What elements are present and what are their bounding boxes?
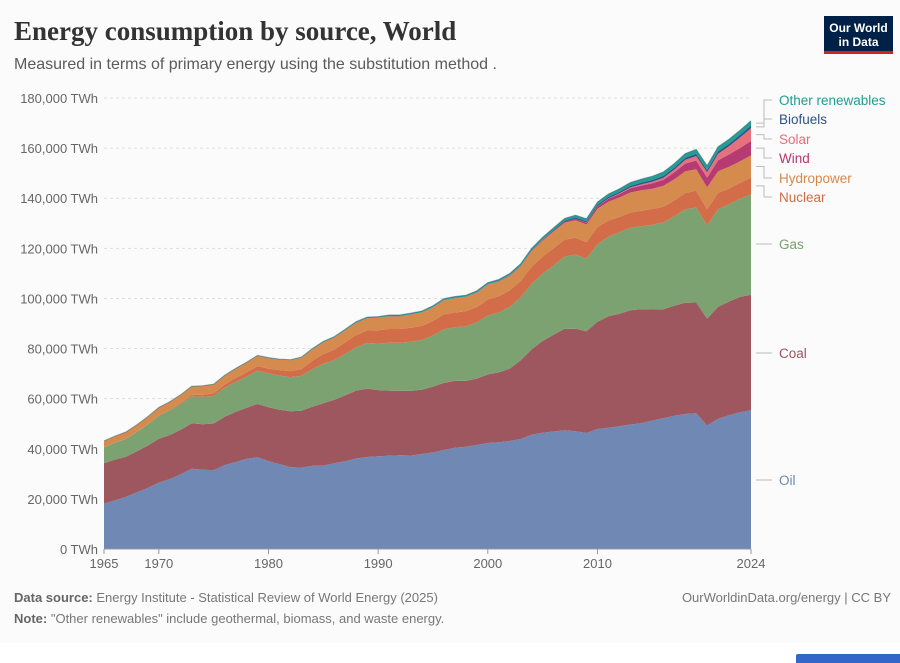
chart-title: Energy consumption by source, World xyxy=(14,16,457,46)
area-oil[interactable] xyxy=(104,410,751,549)
area-wind[interactable] xyxy=(104,140,751,442)
y-tick-label: 100,000 TWh xyxy=(20,291,98,306)
note-label: Note: xyxy=(14,611,48,626)
x-tick-label: 2010 xyxy=(583,556,612,571)
legend-label-coal[interactable]: Coal xyxy=(779,346,807,361)
series-areas xyxy=(103,120,752,549)
legend-connector-nuclear xyxy=(756,185,772,198)
data-source-text[interactable]: Energy Institute - Statistical Review of… xyxy=(96,590,438,605)
x-tick-label: 2000 xyxy=(473,556,502,571)
data-source: Data source: Energy Institute - Statisti… xyxy=(14,590,438,605)
y-tick-label: 180,000 TWh xyxy=(20,91,98,106)
logo-line-1: Our World xyxy=(829,20,888,35)
stack-outline xyxy=(103,120,752,442)
chart-subtitle: Measured in terms of primary energy usin… xyxy=(14,56,497,73)
x-tick-label: 1980 xyxy=(254,556,283,571)
note-text: "Other renewables" include geothermal, b… xyxy=(50,611,445,626)
data-source-label: Data source: xyxy=(14,590,93,605)
area-coal[interactable] xyxy=(104,294,751,504)
credit-link[interactable]: OurWorldinData.org/energy | CC BY xyxy=(681,590,891,605)
area-nuclear[interactable] xyxy=(104,177,751,448)
legend-connector-hydropower xyxy=(756,166,772,179)
area-gas[interactable] xyxy=(104,194,751,464)
page-below-chart xyxy=(0,643,900,663)
legend-label-biofuels[interactable]: Biofuels xyxy=(779,112,827,127)
legend: Oil Coal Gas Nuclear Hydropower Wind Solar Biof… xyxy=(756,93,886,488)
legend-label-hydropower[interactable]: Hydropower xyxy=(779,171,852,186)
chart-card: Energy consumption by source, World Meas… xyxy=(14,16,893,626)
chart-note: Note: "Other renewables" include geother… xyxy=(14,611,444,626)
y-tick-label: 160,000 TWh xyxy=(20,141,98,156)
y-tick-label: 140,000 TWh xyxy=(20,191,98,206)
axes: 0 TWh 20,000 TWh 40,000 TWh 60,000 TWh 80,00… xyxy=(20,91,765,571)
x-tick-label: 1970 xyxy=(144,556,173,571)
owid-logo[interactable]: Our World in Data xyxy=(824,16,893,54)
logo-line-2: in Data xyxy=(838,34,879,49)
y-tick-label: 80,000 TWh xyxy=(27,342,98,357)
legend-connector-wind xyxy=(756,147,772,159)
y-tick-label: 60,000 TWh xyxy=(27,392,98,407)
legend-connector-other-renewables xyxy=(756,99,772,124)
legend-label-wind[interactable]: Wind xyxy=(779,151,810,166)
cropped-button[interactable] xyxy=(796,654,900,663)
stacked-area-chart: 0 TWh 20,000 TWh 40,000 TWh 60,000 TWh 80,00… xyxy=(20,91,886,571)
legend-label-nuclear[interactable]: Nuclear xyxy=(779,190,826,205)
area-hydropower[interactable] xyxy=(104,155,751,448)
y-tick-label: 120,000 TWh xyxy=(20,241,98,256)
x-tick-label: 1990 xyxy=(364,556,393,571)
y-tick-label: 20,000 TWh xyxy=(27,492,98,507)
legend-label-oil[interactable]: Oil xyxy=(779,473,796,488)
legend-label-gas[interactable]: Gas xyxy=(779,237,804,252)
legend-connector-solar xyxy=(756,134,772,140)
x-tick-label: 2024 xyxy=(737,556,766,571)
y-tick-label: 0 TWh xyxy=(60,542,98,557)
x-tick-label: 1965 xyxy=(90,556,119,571)
legend-label-other-renewables[interactable]: Other renewables xyxy=(779,93,886,108)
legend-label-solar[interactable]: Solar xyxy=(779,132,811,147)
y-tick-label: 40,000 TWh xyxy=(27,442,98,457)
